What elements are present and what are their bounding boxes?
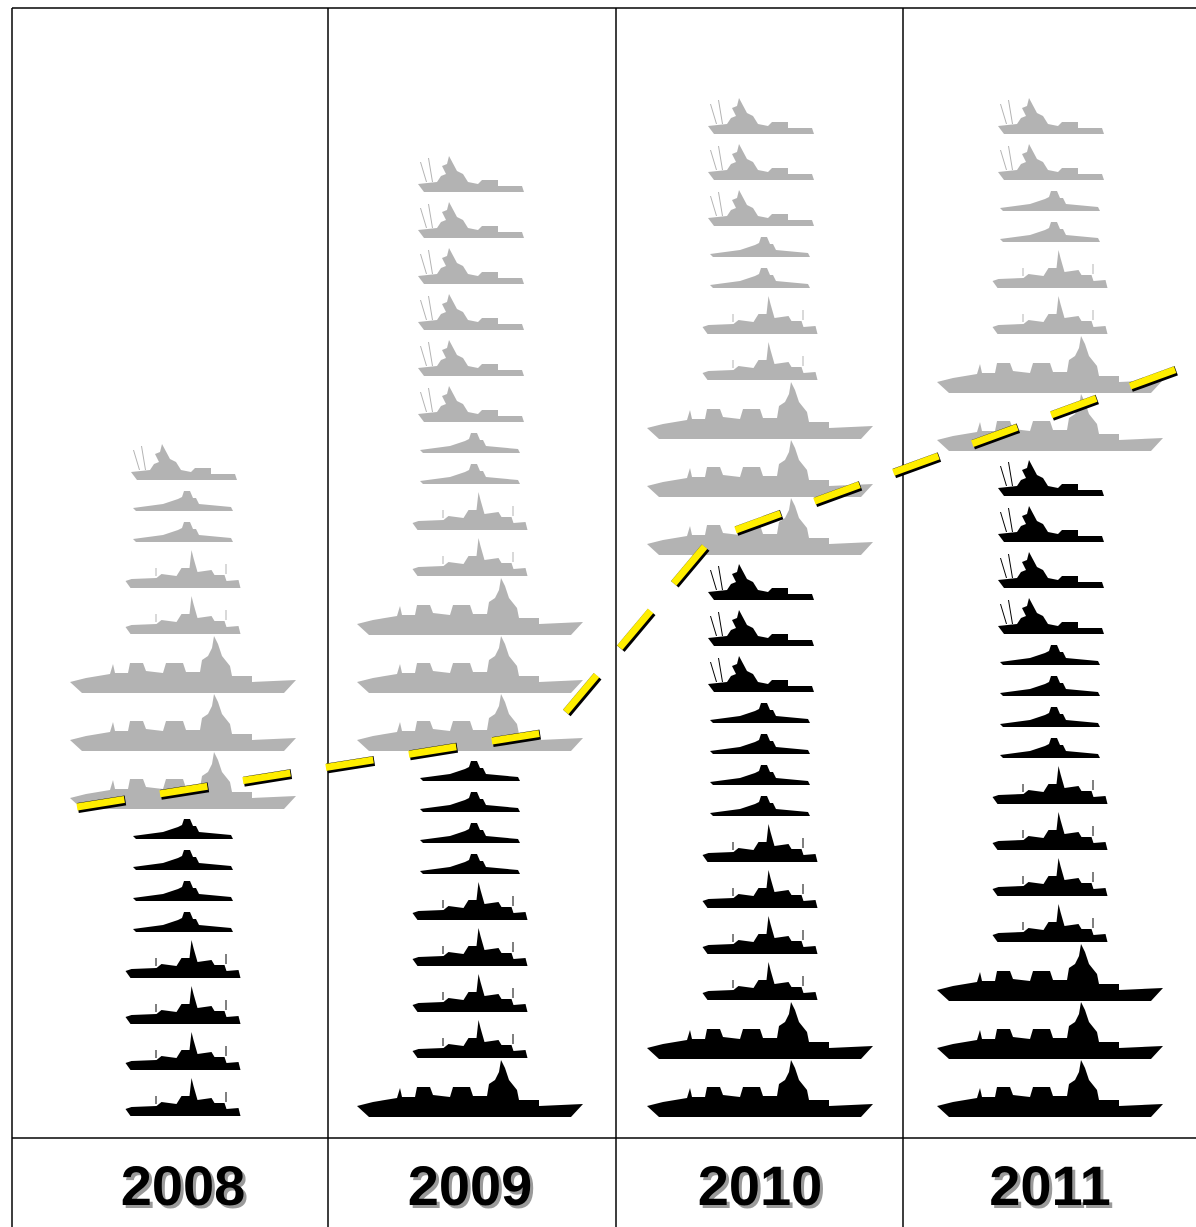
year-label: 2009 [408, 1154, 533, 1217]
ship-icon [133, 881, 233, 901]
ship-icon [412, 974, 528, 1012]
ship-icon [125, 1078, 241, 1116]
ship-icon [708, 610, 814, 646]
year-label-shadow: 2008 [124, 1157, 249, 1220]
ship-icon [418, 294, 524, 330]
ship-icon [357, 578, 583, 635]
ship-icon [1000, 676, 1100, 696]
ship-icon [125, 596, 241, 634]
year-label-shadow: 2010 [701, 1157, 826, 1220]
ship-icon [1000, 191, 1100, 211]
ship-icon [418, 340, 524, 376]
ship-icon [992, 296, 1108, 334]
ship-icon [133, 912, 233, 932]
ship-icon [412, 538, 528, 576]
ship-icon [992, 858, 1108, 896]
year-label-shadow: 2011 [992, 1157, 1114, 1220]
ship-icon [1000, 707, 1100, 727]
ship-icon [420, 854, 520, 874]
ship-icon [937, 944, 1163, 1001]
ship-icon [412, 928, 528, 966]
ship-icon [420, 823, 520, 843]
ship-icon [702, 962, 818, 1000]
ship-icon [708, 564, 814, 600]
ship-icon [133, 491, 233, 511]
ship-icon [708, 98, 814, 134]
ship-icon [708, 190, 814, 226]
ship-icon [992, 766, 1108, 804]
ship-icon [125, 940, 241, 978]
ship-icon [710, 703, 810, 723]
ship-icon [992, 904, 1108, 942]
ship-icon [937, 336, 1163, 393]
ship-icon [998, 552, 1104, 588]
ship-icon [998, 98, 1104, 134]
year-label: 2008 [121, 1154, 246, 1217]
year-label: 2010 [698, 1154, 823, 1217]
ship-icon [133, 522, 233, 542]
ship-icon [708, 144, 814, 180]
ship-icon [998, 598, 1104, 634]
trend-line [76, 365, 1180, 813]
ship-icon [357, 636, 583, 693]
ship-icon [418, 156, 524, 192]
ship-icon [125, 550, 241, 588]
year-label: 2011 [989, 1154, 1111, 1217]
ship-icon [702, 342, 818, 380]
ship-icon [702, 296, 818, 334]
ship-icon [125, 1032, 241, 1070]
ship-icon [710, 237, 810, 257]
ship-icon [708, 656, 814, 692]
ship-icon [131, 444, 237, 480]
ship-icon [647, 1060, 873, 1117]
ship-icon [418, 202, 524, 238]
ship-icon [412, 882, 528, 920]
ship-icon [937, 394, 1163, 451]
ship-icon [710, 734, 810, 754]
ship-icon [412, 1020, 528, 1058]
ship-icon [420, 433, 520, 453]
ship-icon [357, 694, 583, 751]
ship-icon [133, 850, 233, 870]
ship-icon [710, 268, 810, 288]
ship-icon [992, 250, 1108, 288]
ship-icon [133, 819, 233, 839]
ship-icon [70, 636, 296, 693]
ship-icon [710, 765, 810, 785]
table-frame [11, 7, 1196, 1227]
ship-icon [992, 812, 1108, 850]
ship-icon [998, 144, 1104, 180]
ship-icon [70, 694, 296, 751]
ship-icon [710, 796, 810, 816]
ship-icon [702, 870, 818, 908]
ship-icon [418, 248, 524, 284]
ship-icon [420, 464, 520, 484]
ship-icon [418, 386, 524, 422]
ship-icon [937, 1060, 1163, 1117]
ship-icon [357, 1060, 583, 1117]
year-label-shadow: 2009 [411, 1157, 536, 1220]
ship-icon [998, 460, 1104, 496]
ship-icon [998, 506, 1104, 542]
ship-icon [420, 792, 520, 812]
ship-icon [937, 1002, 1163, 1059]
ship-icon [412, 492, 528, 530]
ship-icon [1000, 738, 1100, 758]
ship-icon [647, 1002, 873, 1059]
ship-icon [702, 824, 818, 862]
ship-icon [647, 382, 873, 439]
ship-icon [702, 916, 818, 954]
ship-icon [125, 986, 241, 1024]
ship-icon [1000, 222, 1100, 242]
ship-icon [420, 761, 520, 781]
ship-icon [1000, 645, 1100, 665]
